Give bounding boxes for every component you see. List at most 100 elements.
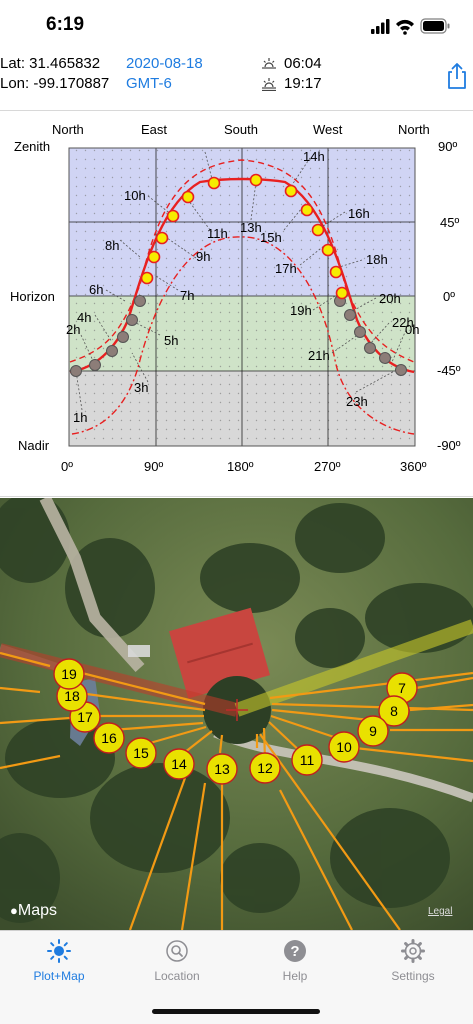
sunrise-time: 06:04 [284, 55, 322, 72]
status-icons [371, 18, 450, 35]
status-time: 6:19 [46, 14, 85, 35]
altitude-neg45-label: -45º [437, 363, 461, 378]
solstice-summer-path [69, 159, 415, 363]
hour-label-15: 15h [260, 230, 282, 245]
direction-north-right: North [398, 122, 430, 137]
hour-label-18: 18h [366, 252, 388, 267]
tab-settings-label: Settings [391, 969, 435, 983]
hour-label-4: 4h [77, 310, 92, 325]
sunset-icon [262, 78, 276, 91]
azimuth-270-label: 270º [314, 459, 341, 474]
horizon-label: Horizon [10, 289, 55, 304]
map-hour-13: 13 [214, 761, 230, 777]
hour-label-5: 5h [164, 333, 179, 348]
tab-bar: Plot+Map Location ? Help Settings [0, 930, 473, 1024]
map-imagery[interactable] [0, 498, 473, 930]
sun-path-chart [68, 147, 416, 447]
map-hour-18: 18 [64, 688, 80, 704]
map-hour-11: 11 [299, 752, 315, 768]
map-hour-14: 14 [171, 756, 187, 772]
sunrise-icon [262, 58, 276, 69]
latitude-label: Lat: 31.465832 [0, 55, 101, 72]
longitude-label: Lon: -99.170887 [0, 75, 110, 92]
hour-label-16: 16h [348, 206, 370, 221]
tab-help-label: Help [282, 969, 308, 983]
altitude-neg90-label: -90º [437, 438, 461, 453]
svg-text:?: ? [290, 943, 299, 960]
sun-path-plot: North East South West North Zenith Horiz… [0, 110, 473, 495]
nadir-label: Nadir [18, 438, 50, 453]
status-bar: 6:19 [0, 0, 473, 50]
hour-label-6: 6h [89, 282, 104, 297]
hour-label-23: 23h [346, 394, 368, 409]
date-value[interactable]: 2020-08-18 [126, 55, 203, 72]
hour-label-10: 10h [124, 188, 146, 203]
tab-plot-map[interactable]: Plot+Map [9, 939, 109, 989]
maps-attribution: ●Maps [10, 902, 57, 919]
map-hour-12: 12 [257, 760, 273, 776]
share-icon[interactable] [446, 62, 468, 90]
direction-south: South [224, 122, 258, 137]
hour-label-8: 8h [105, 238, 120, 253]
help-icon: ? [284, 940, 306, 962]
hour-label-17: 17h [275, 261, 297, 276]
hour-label-2: 2h [66, 322, 81, 337]
zenith-label: Zenith [14, 139, 51, 154]
satellite-map[interactable]: 7 8 9 10 11 12 13 14 15 16 17 18 19 ●Map… [0, 498, 473, 930]
tab-location[interactable]: Location [127, 939, 227, 989]
map-hour-15: 15 [133, 745, 149, 761]
hour-label-0: 0h [405, 322, 420, 337]
sunset-time: 19:17 [284, 75, 322, 92]
map-hour-8: 8 [390, 703, 398, 719]
azimuth-90-label: 90º [144, 459, 164, 474]
altitude-0-label: 0º [443, 289, 455, 304]
location-header: Lat: 31.465832 Lon: -99.170887 2020-08-1… [0, 50, 473, 110]
hour-label-13: 13h [240, 220, 262, 235]
hour-label-7: 7h [180, 288, 195, 303]
map-hour-7: 7 [398, 680, 406, 696]
signal-icon [371, 19, 390, 34]
altitude-45-label: 45º [440, 215, 460, 230]
hour-label-11: 11h [207, 226, 228, 241]
plot-divider [0, 496, 473, 497]
map-hour-16: 16 [101, 730, 117, 746]
sun-icon [47, 939, 71, 963]
hour-label-3: 3h [134, 380, 149, 395]
map-hour-9: 9 [369, 723, 377, 739]
hour-label-22: 22h [392, 315, 414, 330]
sunset-direction-band [0, 643, 239, 717]
legal-link[interactable]: Legal [428, 906, 453, 917]
map-hour-10: 10 [336, 739, 352, 755]
altitude-90-label: 90º [438, 139, 458, 154]
header-divider [0, 110, 473, 111]
azimuth-180-label: 180º [227, 459, 254, 474]
direction-north-left: North [52, 122, 84, 137]
tab-location-label: Location [154, 969, 200, 983]
direction-west: West [313, 122, 343, 137]
hour-label-1: 1h [73, 410, 88, 425]
sunrise-direction-band [234, 619, 473, 717]
battery-icon [420, 18, 450, 34]
hour-label-20: 20h [379, 291, 401, 306]
hour-label-19: 19h [290, 303, 312, 318]
map-hour-marker-circles [53, 658, 418, 785]
tab-plot-map-label: Plot+Map [33, 969, 85, 983]
home-indicator [152, 1009, 320, 1014]
hour-leader-lines [75, 151, 407, 411]
tab-settings[interactable]: Settings [363, 939, 463, 989]
location-crosshair-icon [226, 699, 248, 721]
apple-logo-icon: ● [10, 903, 18, 918]
hour-label-21: 21h [308, 348, 330, 363]
timezone-value[interactable]: GMT-6 [126, 75, 172, 92]
hour-label-9: 9h [196, 249, 211, 264]
hour-label-14: 14h [303, 149, 325, 164]
tab-help[interactable]: ? Help [245, 939, 345, 989]
house-roof [169, 607, 271, 699]
map-hour-17: 17 [77, 709, 93, 725]
azimuth-360-label: 360º [400, 459, 427, 474]
map-hour-19: 19 [61, 666, 77, 682]
night-hour-markers [70, 295, 407, 377]
day-hour-markers [140, 173, 349, 300]
wifi-icon [396, 19, 414, 35]
direction-east: East [141, 122, 168, 137]
